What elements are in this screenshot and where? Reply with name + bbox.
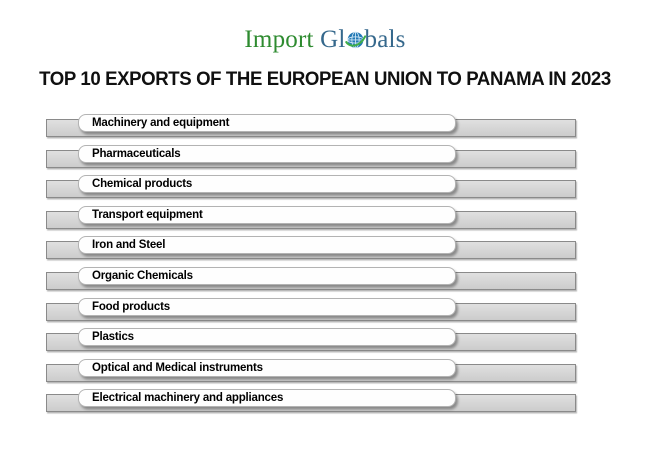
chart-title: TOP 10 EXPORTS OF THE EUROPEAN UNION TO …: [39, 69, 611, 90]
logo-text-gl: Gl: [320, 26, 346, 53]
bar-label-box: Machinery and equipment: [78, 114, 456, 132]
bar-label: Transport equipment: [92, 208, 203, 221]
bar-label: Plastics: [92, 331, 134, 344]
bar-label: Electrical machinery and appliances: [92, 392, 284, 405]
bar-row: Machinery and equipment: [0, 114, 650, 145]
bar-label-box: Food products: [78, 297, 456, 316]
bar-row: Iron and Steel: [0, 236, 650, 267]
bar-label-box: Pharmaceuticals: [78, 144, 456, 163]
bar-label: Organic Chemicals: [92, 269, 193, 282]
bar-row: Organic Chemicals: [0, 266, 650, 298]
bar-label: Pharmaceuticals: [92, 147, 181, 160]
bar-label: Machinery and equipment: [92, 117, 230, 129]
bar-row: Plastics: [0, 328, 650, 359]
bar-label: Iron and Steel: [92, 239, 166, 252]
bar-row: Optical and Medical instruments: [0, 358, 650, 390]
bar-label-box: Plastics: [78, 328, 456, 347]
bar-row: Transport equipment: [0, 205, 650, 237]
logo-text-import: Import: [244, 26, 314, 53]
logo-text-bals: bals: [364, 26, 406, 53]
bar-row: Pharmaceuticals: [0, 144, 650, 176]
bar-row: Food products: [0, 297, 650, 329]
bar-label: Food products: [92, 300, 170, 313]
bar-label: Optical and Medical instruments: [92, 361, 263, 374]
bar-label-box: Electrical machinery and appliances: [78, 389, 456, 408]
bar-label-box: Transport equipment: [78, 205, 456, 224]
bar-label-box: Organic Chemicals: [78, 266, 456, 285]
bar-label-box: Optical and Medical instruments: [78, 358, 456, 377]
bar-label: Chemical products: [92, 178, 193, 191]
brand-logo: Import Gl bals: [0, 26, 650, 54]
bar-row: Electrical machinery and appliances: [0, 389, 650, 420]
globe-icon: [344, 29, 366, 50]
bar-rows: Machinery and equipment Pharmaceuticals Ch…: [0, 114, 650, 420]
bar-row: Chemical products: [0, 175, 650, 206]
bar-label-box: Iron and Steel: [78, 236, 456, 255]
bar-label-box: Chemical products: [78, 175, 456, 194]
